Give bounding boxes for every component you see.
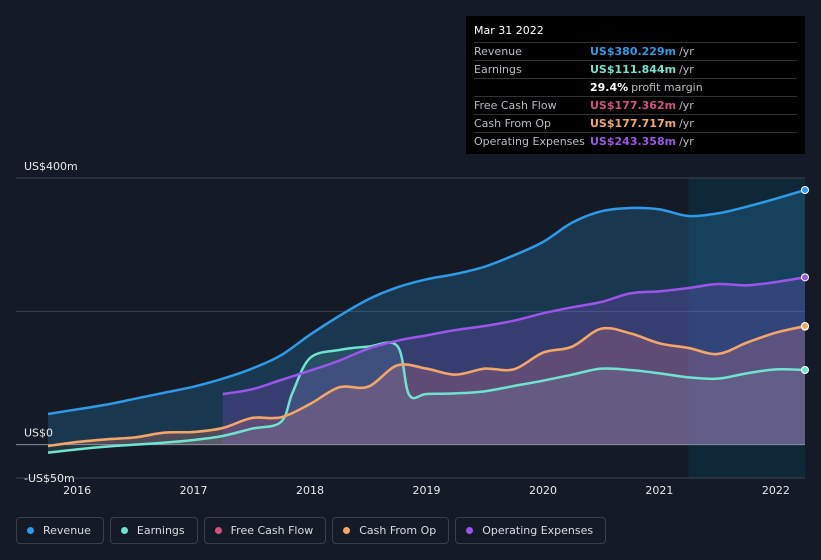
tooltip-row-value: US$380.229m (590, 45, 677, 58)
tooltip-row-unit: /yr (679, 45, 694, 58)
tooltip-row: Cash From Op US$177.717m/yr (474, 115, 797, 133)
legend-label: Revenue (43, 524, 91, 537)
area-operating-expenses (222, 277, 805, 445)
x-tick-label: 2018 (296, 484, 324, 497)
x-tick-label: 2016 (63, 484, 91, 497)
area-revenue (48, 190, 805, 445)
legend-item-operating-expenses[interactable]: Operating Expenses (455, 517, 607, 544)
x-tick-label: 2019 (413, 484, 441, 497)
legend-dot-icon (466, 527, 474, 534)
line-operating-expenses (222, 276, 806, 396)
x-tick-label: 2017 (180, 484, 208, 497)
line-revenue (47, 188, 806, 416)
tooltip-row-unit: /yr (679, 99, 694, 112)
legend-dot-icon (214, 527, 222, 534)
tooltip-row-unit: /yr (679, 135, 694, 148)
legend-label: Free Cash Flow (230, 524, 314, 537)
highlight-region (688, 178, 805, 478)
legend-item-free-cash-flow[interactable]: Free Cash Flow (203, 517, 327, 544)
tooltip-row-value: US$177.362m (590, 99, 677, 112)
end-point-earnings (801, 366, 809, 374)
y-tick-label: US$400m (24, 160, 78, 173)
tooltip-row-value: US$111.844m (590, 63, 677, 76)
tooltip-row-value: 29.4% (590, 81, 629, 94)
legend-dot-icon (343, 527, 351, 534)
tooltip-row-unit: /yr (679, 63, 694, 76)
end-point-operating-expenses (801, 273, 809, 282)
tooltip-row: 29.4% profit margin (474, 79, 797, 97)
x-tick-label: 2021 (645, 484, 673, 497)
tooltip-row-label: Revenue (474, 45, 522, 58)
tooltip-row-label: Free Cash Flow (474, 99, 557, 112)
tooltip-row-label: Earnings (474, 63, 522, 76)
x-tick-label: 2022 (762, 484, 790, 497)
legend-dot-icon (27, 527, 34, 534)
tooltip-row-label: Operating Expenses (474, 135, 585, 148)
area-free-cash-flow (48, 326, 805, 446)
tooltip-row-unit: /yr (679, 117, 694, 130)
line-cash-from-op (47, 324, 806, 448)
legend-dot-icon (120, 527, 128, 534)
tooltip-row-label: Cash From Op (474, 117, 552, 130)
y-tick-label: US$0 (24, 427, 53, 440)
chart-legend: Revenue Earnings Free Cash Flow Cash From O… (16, 517, 607, 544)
legend-item-earnings[interactable]: Earnings (109, 517, 198, 544)
chart-tooltip: Mar 31 2022 Revenue US$380.229m/yr Earning… (466, 16, 805, 154)
end-point-cash-from-op (801, 322, 809, 330)
end-point-revenue (801, 186, 809, 194)
area-cash-from-op (48, 326, 805, 446)
tooltip-row: Earnings US$111.844m/yr (474, 61, 797, 79)
line-earnings (47, 341, 806, 454)
tooltip-row-value: US$177.717m (590, 117, 677, 130)
tooltip-row: Free Cash Flow US$177.362m/yr (474, 97, 797, 115)
legend-label: Operating Expenses (482, 524, 594, 537)
x-tick-label: 2020 (529, 484, 557, 497)
tooltip-row-value: US$243.358m (590, 135, 677, 148)
tooltip-date: Mar 31 2022 (474, 22, 797, 43)
legend-item-revenue[interactable]: Revenue (16, 517, 104, 544)
legend-label: Earnings (136, 524, 185, 537)
y-tick-label: -US$50m (24, 472, 75, 485)
legend-item-cash-from-op[interactable]: Cash From Op (332, 517, 450, 544)
tooltip-row: Revenue US$380.229m/yr (474, 43, 797, 61)
tooltip-row-label (474, 79, 590, 96)
tooltip-row-unit: profit margin (631, 81, 703, 94)
tooltip-row: Operating Expenses US$243.358m/yr (474, 133, 797, 150)
legend-label: Cash From Op (359, 524, 437, 537)
